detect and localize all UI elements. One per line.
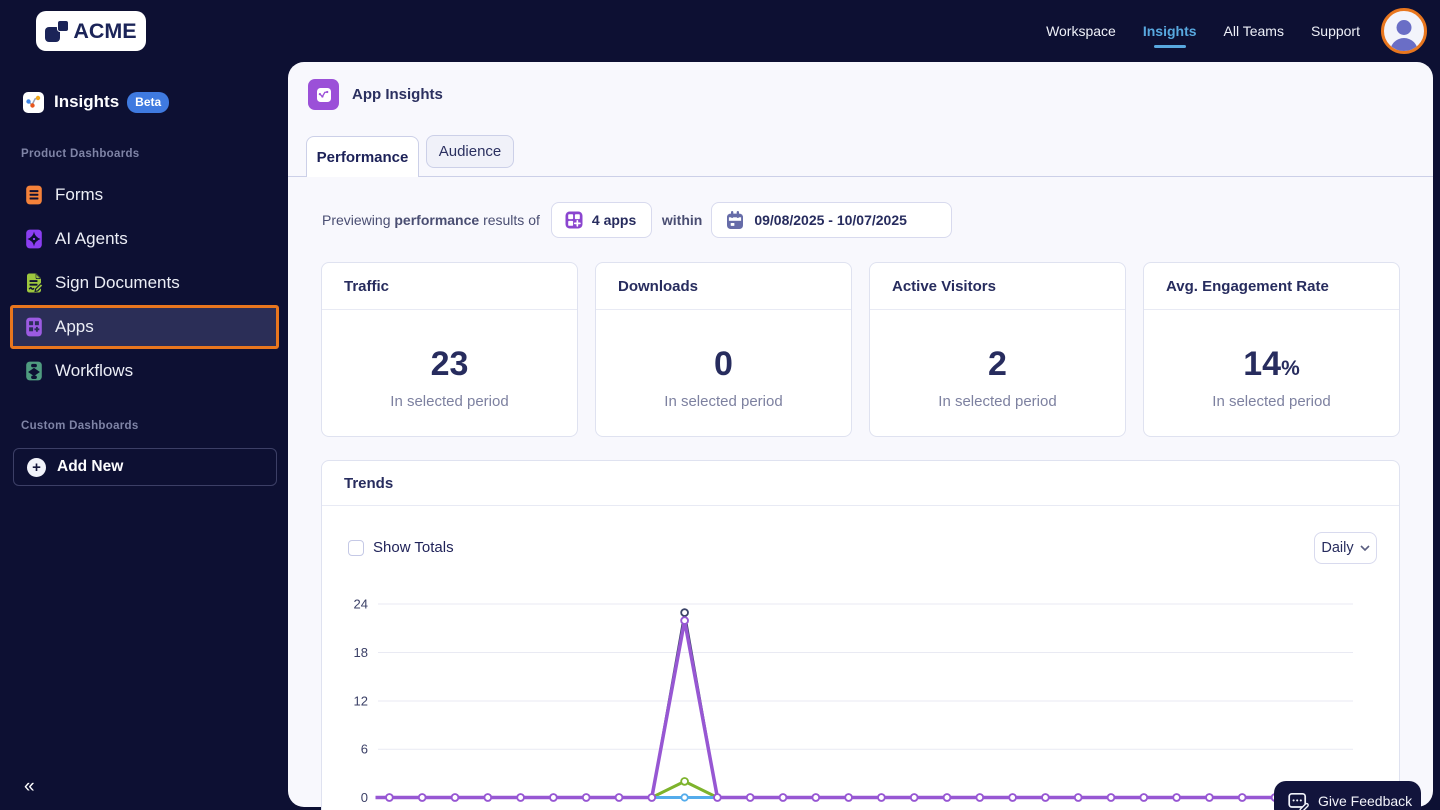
svg-text:12: 12 [354,694,368,709]
svg-text:0: 0 [361,790,368,805]
svg-text:24: 24 [354,597,368,612]
svg-text:6: 6 [361,742,368,757]
svg-text:18: 18 [354,645,368,660]
